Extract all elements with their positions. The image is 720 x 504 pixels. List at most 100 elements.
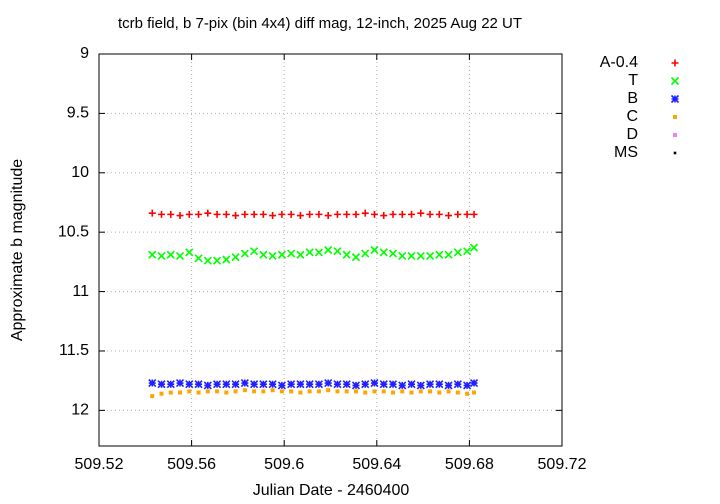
point	[333, 247, 342, 256]
point	[398, 251, 407, 261]
point	[444, 381, 453, 390]
x-tick-label: 509.6	[264, 456, 304, 473]
point	[400, 389, 405, 394]
point	[435, 210, 443, 218]
y-tick-label: 11.5	[59, 342, 89, 359]
point	[296, 380, 305, 389]
point	[287, 249, 296, 258]
point	[252, 389, 257, 394]
point	[444, 250, 453, 259]
point	[212, 256, 222, 265]
point	[175, 251, 185, 261]
point	[388, 249, 398, 258]
legend-label: B	[627, 90, 638, 107]
point	[361, 380, 370, 389]
legend-label: C	[626, 108, 638, 125]
point	[379, 248, 388, 257]
point	[344, 389, 349, 394]
point	[166, 250, 175, 259]
legend-marker	[673, 133, 677, 137]
point	[352, 210, 360, 218]
point	[233, 389, 238, 394]
point	[425, 251, 435, 261]
point	[148, 250, 157, 259]
x-tick-label: 509.56	[167, 456, 216, 473]
point	[333, 380, 342, 389]
point	[454, 210, 462, 218]
point	[305, 248, 314, 257]
point	[250, 210, 258, 218]
point	[194, 380, 203, 389]
y-tick-label: 11	[72, 283, 89, 300]
x-tick-label: 509.52	[75, 456, 124, 473]
point	[409, 390, 414, 395]
y-axis-label: Approximate b magnitude	[9, 159, 26, 341]
point	[222, 210, 230, 218]
legend-marker	[673, 151, 677, 155]
point	[148, 378, 157, 388]
point	[465, 391, 470, 396]
point	[388, 380, 398, 389]
y-tick-label: 9.5	[67, 105, 89, 122]
point	[166, 380, 175, 389]
point	[324, 212, 332, 220]
point	[259, 210, 267, 218]
point	[250, 247, 259, 256]
point	[175, 378, 185, 388]
legend-label: A-0.4	[600, 54, 638, 71]
point	[231, 380, 240, 389]
series	[150, 388, 477, 399]
point	[453, 248, 462, 257]
point	[455, 390, 460, 395]
point	[472, 390, 477, 395]
point	[380, 212, 388, 220]
x-axis-label: Julian Date - 2460400	[253, 482, 410, 499]
point	[426, 210, 434, 218]
point	[463, 247, 472, 256]
point	[240, 249, 249, 258]
point	[463, 381, 472, 390]
plot-marks	[148, 209, 479, 399]
point	[315, 210, 323, 218]
legend-marker	[670, 94, 680, 104]
point	[194, 254, 203, 263]
point	[469, 378, 479, 388]
point	[463, 210, 471, 218]
point	[278, 210, 286, 218]
point	[370, 378, 379, 388]
point	[361, 249, 370, 258]
x-tick-label: 509.64	[352, 456, 401, 473]
point	[287, 210, 295, 218]
point	[157, 380, 166, 389]
y-tick-label: 9	[80, 45, 89, 62]
legend-label: T	[628, 72, 638, 89]
point	[195, 210, 203, 218]
point	[203, 256, 212, 265]
x-tick-label: 509.68	[445, 456, 494, 473]
point	[176, 212, 184, 220]
point	[335, 389, 340, 394]
point	[158, 210, 166, 218]
point	[270, 388, 275, 393]
point	[289, 389, 294, 394]
point	[351, 253, 361, 262]
point	[277, 250, 286, 259]
point	[417, 209, 425, 217]
legend-marker	[671, 59, 679, 67]
y-tick-label: 10	[71, 164, 89, 181]
point	[314, 248, 323, 257]
point	[416, 251, 425, 261]
point	[445, 212, 453, 220]
point	[306, 210, 314, 218]
point	[178, 390, 183, 395]
point	[314, 380, 323, 389]
point	[261, 389, 266, 394]
point	[307, 389, 312, 394]
point	[408, 210, 416, 218]
point	[469, 243, 479, 252]
point	[222, 380, 231, 389]
legend-marker	[670, 76, 680, 86]
point	[268, 251, 277, 261]
point	[407, 380, 416, 389]
